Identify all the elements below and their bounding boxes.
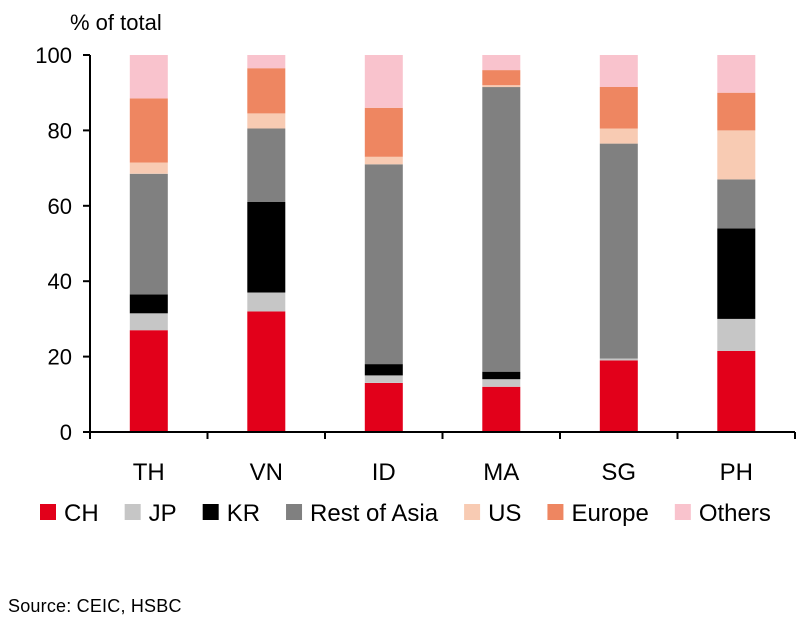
legend-label-jp: JP [149, 500, 177, 527]
bar-ma-europe [482, 70, 521, 86]
bar-ph-us [717, 130, 756, 180]
legend-swatch-ch [40, 504, 56, 520]
bar-th-rest-of-asia [129, 173, 168, 295]
bar-id-us [364, 156, 403, 165]
y-tick-label: 0 [60, 420, 72, 445]
bar-sg-rest-of-asia [599, 143, 638, 359]
bar-sg-others [599, 55, 638, 87]
bar-id-jp [364, 375, 403, 383]
legend-label-ch: CH [64, 500, 99, 527]
bar-th-europe [129, 98, 168, 163]
bar-ma-us [482, 85, 521, 88]
legend-swatch-others [674, 504, 691, 520]
bar-id-kr [364, 364, 403, 376]
bar-ph-europe [717, 92, 756, 131]
y-tick-label: 100 [35, 43, 72, 68]
legend-label-others: Others [699, 500, 771, 527]
bar-ma-rest-of-asia [482, 87, 521, 372]
legend-swatch-jp [124, 504, 141, 520]
y-axis-label: % of total [70, 10, 162, 35]
bar-th-jp [129, 313, 168, 331]
y-tick-label: 20 [48, 345, 72, 370]
y-tick-label: 60 [48, 194, 72, 219]
bar-ph-ch [717, 350, 756, 432]
bar-th-us [129, 162, 168, 174]
bar-ma-ch [482, 386, 521, 432]
bar-ph-kr [717, 228, 756, 319]
legend-swatch-kr [202, 504, 219, 520]
x-tick-label-sg: SG [601, 459, 636, 486]
legend-swatch-us [464, 504, 481, 520]
legend: CH JP KR Rest of Asia US Europe Others [40, 500, 771, 527]
legend-swatch-europe [547, 504, 564, 520]
bar-vn-ch [247, 311, 286, 432]
bar-th-ch [129, 330, 168, 432]
bars-group [129, 55, 756, 432]
bar-sg-us [599, 128, 638, 144]
bar-th-kr [129, 294, 168, 314]
bar-vn-rest-of-asia [247, 128, 286, 202]
bar-th-others [129, 55, 168, 99]
bar-ma-jp [482, 379, 521, 387]
bar-sg-europe [599, 87, 638, 129]
x-tick-label-ph: PH [720, 459, 753, 486]
bar-ma-others [482, 55, 521, 71]
bar-ma-kr [482, 371, 521, 380]
bar-vn-others [247, 55, 286, 69]
legend-swatch-rest-of-asia [286, 504, 303, 520]
bar-ph-jp [717, 318, 756, 351]
bar-sg-jp [599, 358, 638, 361]
legend-label-europe: Europe [571, 500, 648, 527]
legend-label-rest-of-asia: Rest of Asia [310, 500, 439, 527]
source-note: Source: CEIC, HSBC [8, 596, 182, 616]
bar-id-rest-of-asia [364, 164, 403, 365]
bar-id-europe [364, 107, 403, 157]
bar-sg-ch [599, 360, 638, 432]
bar-vn-us [247, 113, 286, 129]
bar-ph-others [717, 55, 756, 93]
bar-vn-europe [247, 68, 286, 114]
bar-ph-rest-of-asia [717, 179, 756, 229]
legend-label-kr: KR [227, 500, 260, 527]
x-axis: TH VN ID MA SG PH [89, 431, 796, 486]
bar-id-ch [364, 383, 403, 432]
x-tick-label-id: ID [372, 459, 396, 486]
legend-label-us: US [488, 500, 521, 527]
bar-id-others [364, 55, 403, 108]
y-tick-label: 80 [48, 118, 72, 143]
x-tick-label-th: TH [133, 459, 165, 486]
x-tick-label-ma: MA [483, 459, 519, 486]
bar-vn-jp [247, 292, 286, 312]
y-axis: 0 20 40 60 80 100 [35, 43, 91, 445]
y-tick-label: 40 [48, 269, 72, 294]
x-tick-label-vn: VN [250, 459, 283, 486]
bar-vn-kr [247, 202, 286, 293]
